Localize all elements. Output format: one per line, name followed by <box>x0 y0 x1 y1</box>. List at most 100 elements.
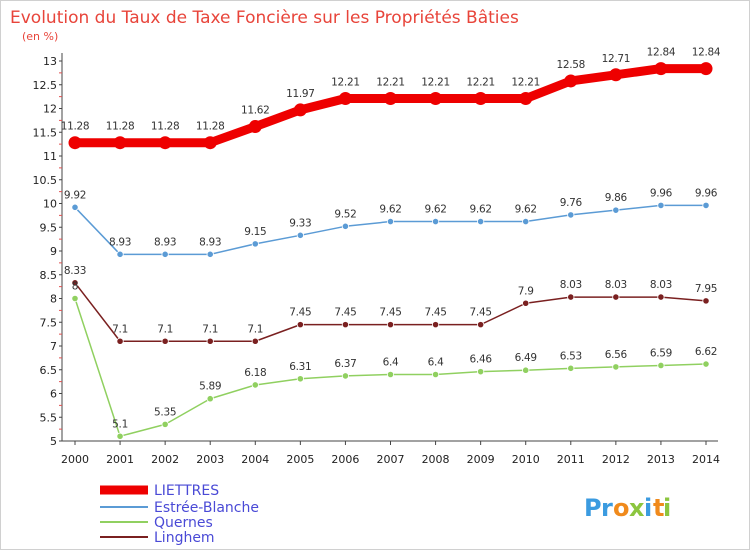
data-point <box>341 372 350 380</box>
x-tick-label: 2006 <box>331 453 359 466</box>
logo-letter: P <box>584 494 602 522</box>
y-tick-label: 7 <box>50 340 57 353</box>
data-point <box>71 279 79 287</box>
data-point <box>161 250 169 258</box>
data-label: 7.9 <box>518 285 534 297</box>
data-label: 12.21 <box>466 77 495 89</box>
data-label: 7.95 <box>695 283 717 295</box>
data-point <box>609 68 623 82</box>
data-point <box>431 321 440 329</box>
data-point <box>71 294 79 303</box>
data-point <box>477 321 485 329</box>
x-tick-label: 2013 <box>647 453 675 466</box>
x-tick-label: 2014 <box>692 453 720 466</box>
data-point <box>251 240 259 248</box>
data-label: 12.21 <box>421 77 450 89</box>
logo-letter: o <box>613 494 630 522</box>
data-point <box>203 136 217 150</box>
data-point <box>293 103 307 117</box>
data-point <box>522 299 530 307</box>
x-tick-label: 2007 <box>377 453 405 466</box>
data-label: 9.33 <box>289 217 311 229</box>
chart-title: Evolution du Taux de Taxe Foncière sur l… <box>10 8 519 28</box>
data-point <box>206 337 214 345</box>
data-point <box>341 321 350 329</box>
data-label: 6.49 <box>515 352 537 364</box>
data-label: 7.45 <box>470 307 492 319</box>
y-tick-label: 12 <box>43 103 57 116</box>
data-point <box>431 217 440 226</box>
data-point <box>158 136 172 150</box>
y-tick-label: 5 <box>50 435 57 448</box>
data-point <box>206 395 214 403</box>
legend-label: LIETTRES <box>154 483 219 499</box>
data-label: 6.37 <box>334 358 356 370</box>
x-tick-label: 2004 <box>241 453 269 466</box>
data-point <box>429 92 443 106</box>
data-point <box>116 250 124 258</box>
data-label: 7.1 <box>247 323 263 335</box>
data-point <box>699 62 713 76</box>
data-point <box>654 62 668 76</box>
data-point <box>161 337 169 345</box>
x-tick-label: 2002 <box>151 453 179 466</box>
data-point <box>116 432 124 440</box>
data-point <box>522 366 530 374</box>
data-point <box>612 206 620 214</box>
data-point <box>477 368 485 376</box>
data-label: 12.84 <box>647 47 676 59</box>
data-label: 9.86 <box>605 192 628 204</box>
data-point <box>702 297 710 305</box>
data-point <box>251 337 259 345</box>
y-tick-label: 6 <box>50 388 57 401</box>
data-label: 8.93 <box>154 236 176 248</box>
logo-letter: i <box>644 494 652 522</box>
data-point <box>612 293 620 301</box>
data-label: 11.28 <box>106 121 135 133</box>
data-label: 5.1 <box>112 418 128 430</box>
data-label: 7.1 <box>202 323 218 335</box>
data-label: 11.28 <box>196 121 225 133</box>
data-label: 8.93 <box>199 236 221 248</box>
logo-letter: x <box>629 494 645 522</box>
data-label: 8.33 <box>64 265 86 277</box>
logo-letter: r <box>601 494 613 522</box>
legend-label: Quernes <box>154 515 213 531</box>
x-tick-label: 2001 <box>106 453 134 466</box>
y-tick-label: 13 <box>43 55 57 68</box>
data-label: 9.62 <box>424 204 446 216</box>
data-label: 8.93 <box>109 236 131 248</box>
y-tick-label: 10.5 <box>33 174 58 187</box>
data-point <box>338 92 352 106</box>
data-point <box>206 250 214 258</box>
data-point <box>564 74 578 88</box>
data-labels: 11.28 11.28 11.28 11.28 11.62 11.97 12.21 12.21… <box>61 47 721 431</box>
data-label: 6.18 <box>244 367 266 379</box>
logo-letter: i <box>663 494 671 522</box>
y-tick-label: 8.5 <box>40 269 58 282</box>
data-label: 5.89 <box>199 381 221 393</box>
data-label: 9.62 <box>515 204 537 216</box>
data-label: 9.15 <box>244 226 266 238</box>
data-point <box>341 222 350 230</box>
logo-letter: t <box>653 494 664 522</box>
data-label: 9.62 <box>379 204 401 216</box>
y-tick-label: 9 <box>50 245 57 258</box>
x-tick-label: 2008 <box>422 453 450 466</box>
data-label: 7.1 <box>157 323 173 335</box>
y-tick-label: 7.5 <box>40 316 58 329</box>
x-axis-ticks: 2000 2001 2002 2003 2004 2005 2006 2007 2008 2009… <box>61 441 720 466</box>
legend-label: Estrée-Blanche <box>154 500 259 516</box>
data-point <box>386 370 395 379</box>
y-tick-label: 5.5 <box>40 411 58 424</box>
data-point <box>567 293 575 301</box>
data-label: 9.96 <box>650 187 673 199</box>
x-tick-label: 2011 <box>557 453 585 466</box>
data-label: 5.35 <box>154 406 176 418</box>
data-point <box>474 92 488 106</box>
data-point <box>296 321 304 329</box>
data-label: 12.21 <box>511 77 540 89</box>
